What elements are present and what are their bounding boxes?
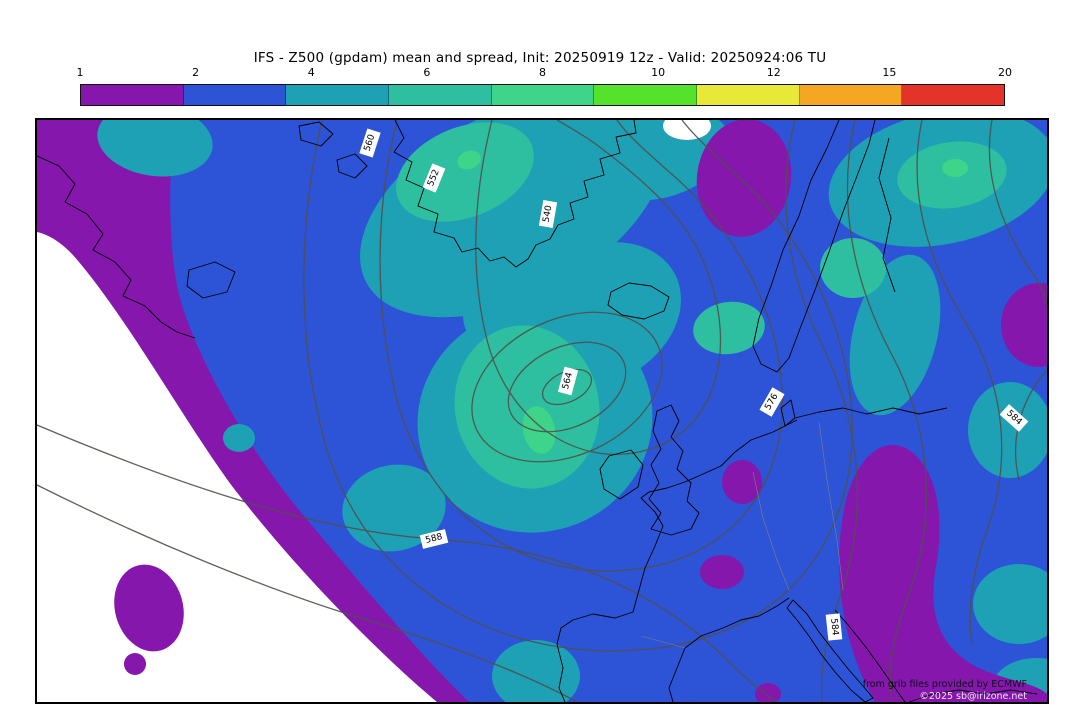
colorbar-segment (389, 85, 492, 105)
contour-label: 576 (759, 387, 785, 417)
coastline-italy (786, 599, 874, 702)
colorbar-segment (491, 85, 595, 105)
contour-labels-layer: 560 552 540 564 576 584 588 584 (359, 128, 1029, 641)
chart-title: IFS - Z500 (gpdam) mean and spread, Init… (253, 50, 827, 66)
colorbar-segment (697, 85, 800, 105)
coastline-arctic-island-1 (298, 121, 334, 147)
contour-label: 564 (557, 366, 579, 396)
coastline-labrador (37, 155, 196, 339)
colorbar-tick: 15 (882, 66, 897, 79)
colorbar-segment (799, 85, 903, 105)
colorbar-tick: 1 (76, 66, 84, 79)
colorbar-tick-labels: 1 2 4 6 8 10 12 15 20 (76, 66, 1013, 80)
credits-ecmwf: from grib files provided by ECMWF (863, 679, 1027, 690)
colorbar-segment (286, 85, 390, 105)
colorbar-tick: 10 (651, 66, 666, 79)
contour-label: 588 (419, 529, 449, 549)
contour-label: 552 (422, 163, 446, 193)
contour-label: 560 (359, 128, 381, 158)
coastline-baltic (878, 137, 896, 293)
coastline-newfoundland (186, 261, 236, 299)
colorbar-segment (81, 85, 184, 105)
colorbar-tick: 8 (539, 66, 546, 79)
coastline-northsea-biscay-iberia (556, 419, 798, 702)
coastline-spain-med (668, 647, 686, 702)
coastline-iceland (607, 282, 670, 320)
colorbar-tick: 12 (766, 66, 781, 79)
country-border-layer (640, 421, 844, 649)
coastline-north-africa (908, 689, 1038, 702)
spread-band-purple-patches (114, 120, 1047, 702)
contour-label: 584 (999, 404, 1029, 432)
spread-fill-layer (37, 120, 1047, 702)
coastline-layer (37, 120, 1038, 702)
spread-band-teal-layer (97, 120, 1047, 702)
contour-label-text: 540 (542, 204, 555, 223)
contour-label: 540 (538, 199, 558, 229)
white-notch (663, 120, 711, 140)
coastline-france-med (684, 597, 790, 649)
colorbar-tick: 20 (998, 66, 1012, 79)
colorbar (80, 84, 1005, 106)
colorbar-segment (183, 85, 287, 105)
coastline-great-britain (648, 404, 700, 536)
colorbar-tick: 4 (307, 66, 315, 79)
colorbar-segment (594, 85, 698, 105)
colorbar-tick: 2 (192, 66, 200, 79)
contour-label-text: 564 (561, 371, 575, 390)
coastline-baltic-south (794, 407, 948, 419)
contour-label-text: 588 (424, 532, 443, 546)
contour-label: 584 (825, 613, 843, 641)
colorbar-tick: 6 (423, 66, 431, 79)
coastline-scandinavia (752, 120, 876, 373)
colorbar-segment (902, 85, 1005, 105)
map-frame: 560 552 540 564 576 584 588 584 from gri… (35, 118, 1049, 704)
coastline-arctic-island-2 (336, 153, 368, 179)
coastline-adriatic-balkans (834, 609, 906, 702)
weather-map-svg: 560 552 540 564 576 584 588 584 from gri… (37, 120, 1047, 702)
credits-copyright: ©2025 sb@irizone.net (919, 691, 1027, 702)
coastline-greenland (393, 120, 637, 268)
coastline-ireland (599, 449, 644, 500)
contour-label-text: 584 (828, 618, 840, 636)
